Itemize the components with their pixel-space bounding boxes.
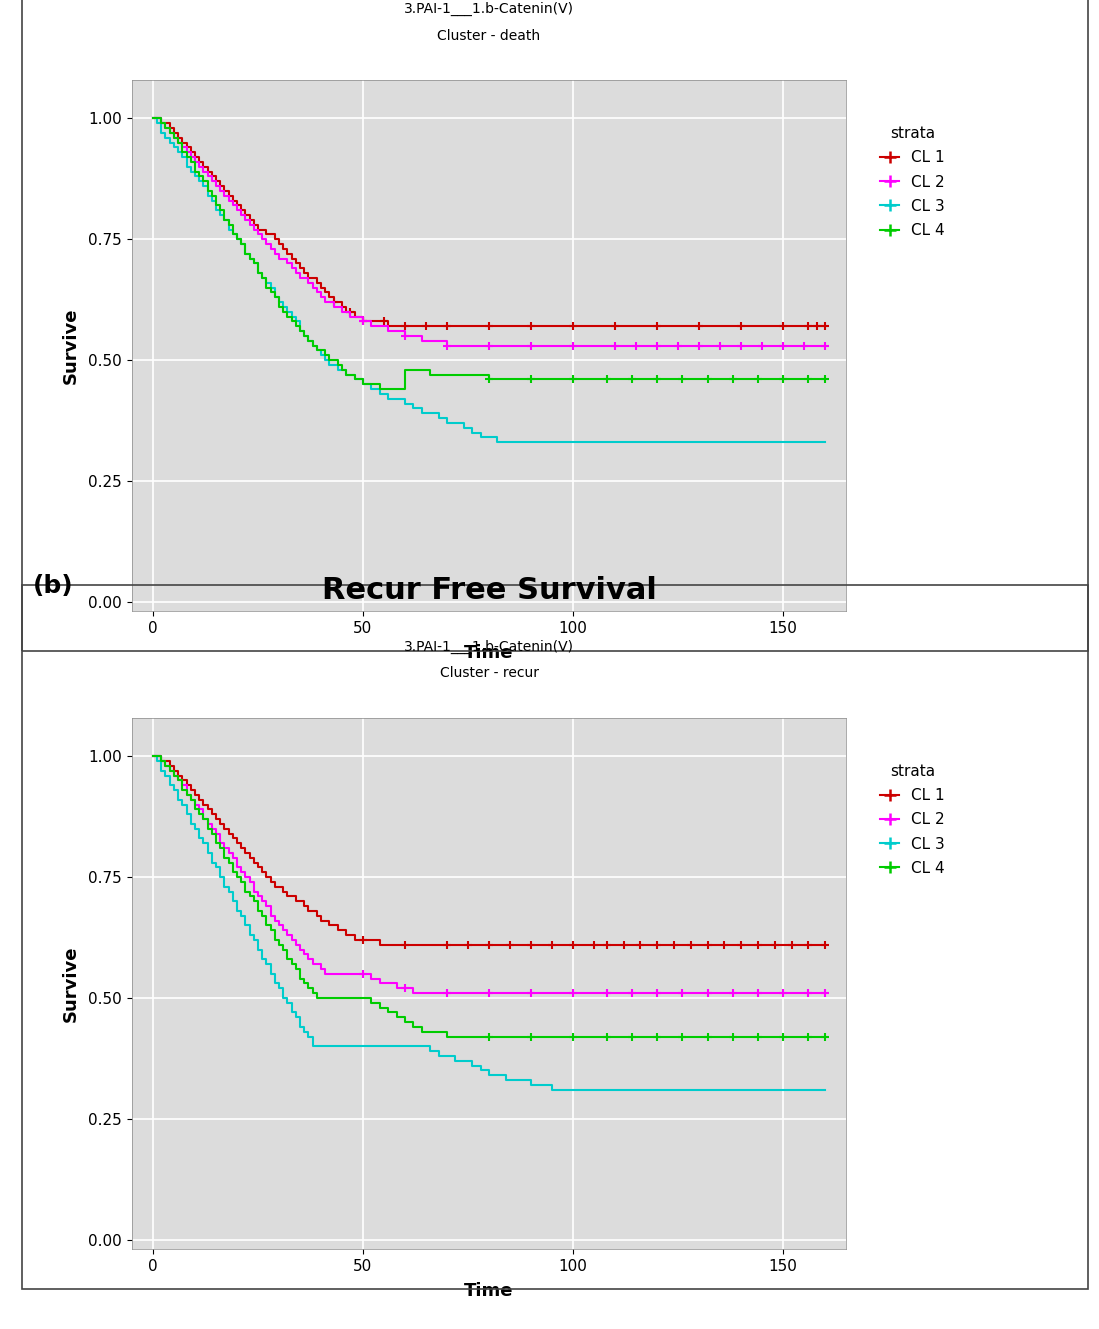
Text: Recur Free Survival: Recur Free Survival <box>322 575 656 605</box>
Legend: CL 1, CL 2, CL 3, CL 4: CL 1, CL 2, CL 3, CL 4 <box>868 114 957 250</box>
Text: 3.PAI-1___1.b-Catenin(V): 3.PAI-1___1.b-Catenin(V) <box>404 639 574 654</box>
Text: Cluster - death: Cluster - death <box>437 28 541 43</box>
X-axis label: Time: Time <box>464 645 514 662</box>
Text: Cluster - recur: Cluster - recur <box>440 666 539 680</box>
Text: 3.PAI-1___1.b-Catenin(V): 3.PAI-1___1.b-Catenin(V) <box>404 1 574 16</box>
Y-axis label: Survive: Survive <box>62 307 80 384</box>
Text: (b): (b) <box>33 574 74 598</box>
Y-axis label: Survive: Survive <box>62 945 80 1022</box>
X-axis label: Time: Time <box>464 1282 514 1300</box>
Legend: CL 1, CL 2, CL 3, CL 4: CL 1, CL 2, CL 3, CL 4 <box>868 752 957 888</box>
